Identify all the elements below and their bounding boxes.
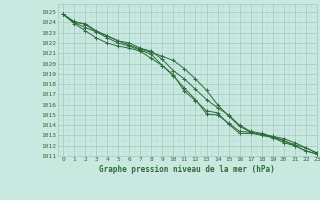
X-axis label: Graphe pression niveau de la mer (hPa): Graphe pression niveau de la mer (hPa): [99, 165, 275, 174]
